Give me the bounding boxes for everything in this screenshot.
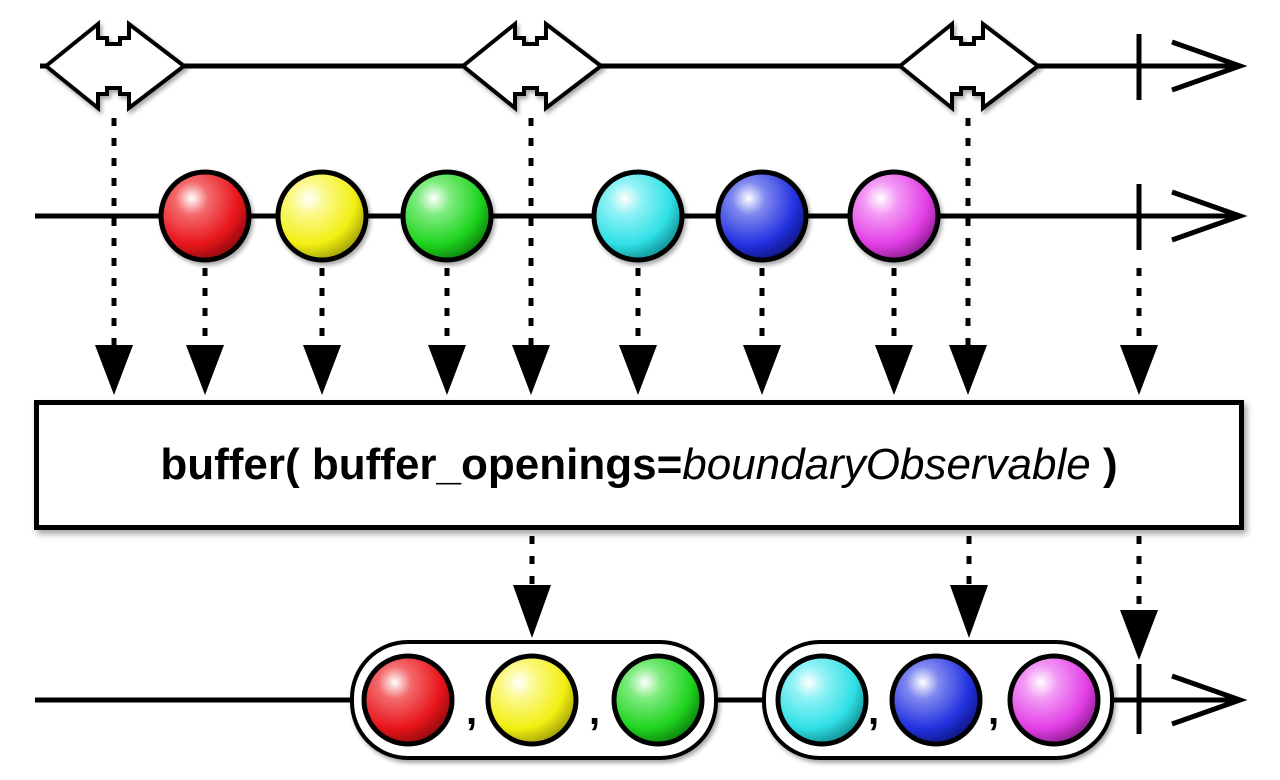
source-marble-green <box>400 169 494 263</box>
arrowhead <box>950 585 988 638</box>
input-arrows <box>111 118 1142 345</box>
arrowhead <box>619 345 657 395</box>
boundary-opening-marker <box>42 19 188 113</box>
source-marble-red <box>158 169 252 263</box>
buffer-marble-yellow <box>485 653 579 747</box>
source-stream <box>35 169 1248 263</box>
operator-name: buffer( <box>160 440 300 489</box>
output-buffer: , , <box>350 640 718 760</box>
source-marble-yellow <box>275 169 369 263</box>
buffer-marble-green <box>611 653 705 747</box>
output-arrows <box>529 536 1142 610</box>
output-arrowhead <box>1171 673 1248 727</box>
boundary-opening-marker <box>896 19 1042 113</box>
buffer-separator: , <box>868 689 879 733</box>
boundary-opening-marker <box>459 19 605 113</box>
buffer-marble-cyan <box>775 653 869 747</box>
buffer-separator: , <box>466 689 477 733</box>
arrowhead <box>513 585 551 638</box>
operator-param: buffer_openings= <box>311 440 683 489</box>
source-marble-blue <box>715 169 809 263</box>
buffer-separator: , <box>988 689 999 733</box>
arrowhead <box>875 345 913 395</box>
buffer-marble-red <box>361 653 455 747</box>
buffer-separator: , <box>589 689 600 733</box>
arrowhead <box>1120 610 1158 660</box>
arrowhead <box>1120 345 1158 395</box>
operator-close-paren: ) <box>1102 440 1118 489</box>
input-arrowheads <box>95 345 1158 395</box>
operator-box: buffer( buffer_openings= boundaryObservab… <box>34 400 1244 530</box>
arrowhead <box>95 345 133 395</box>
output-stream: , , , , <box>35 640 1248 760</box>
operator-param-value: boundaryObservable <box>682 440 1091 489</box>
arrowhead <box>743 345 781 395</box>
output-arrowheads <box>513 585 1158 660</box>
arrowhead <box>303 345 341 395</box>
boundary-arrowhead <box>1171 39 1248 93</box>
output-buffer: , , <box>762 640 1114 760</box>
source-marble-cyan <box>591 169 685 263</box>
source-arrowhead <box>1171 189 1248 243</box>
arrowhead <box>186 345 224 395</box>
buffer-marble-blue <box>889 653 983 747</box>
arrowhead <box>428 345 466 395</box>
boundary-stream <box>40 19 1248 113</box>
source-marble-magenta <box>847 169 941 263</box>
buffer-marble-magenta <box>1007 653 1101 747</box>
arrowhead <box>512 345 550 395</box>
arrowhead <box>949 345 987 395</box>
